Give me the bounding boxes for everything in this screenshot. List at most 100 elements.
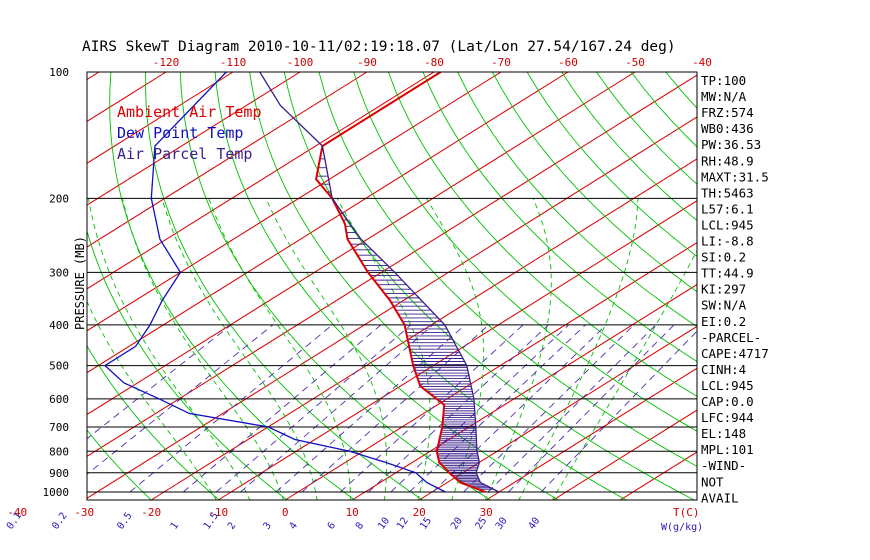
index-item: SI:0.2	[701, 250, 746, 265]
dry-adiabat	[87, 429, 152, 500]
mixing-ratio-line	[240, 324, 434, 493]
pressure-tick-label: 1000	[43, 486, 70, 499]
bottom-temp-tick-label: 10	[346, 506, 359, 519]
mixing-ratio-tick-label: 3	[261, 520, 273, 531]
legend-entry-2: Air Parcel Temp	[117, 145, 252, 163]
index-item: LCL:945	[701, 378, 754, 393]
bottom-temp-tick-label: 30	[480, 506, 493, 519]
dry-adiabat	[387, 72, 697, 397]
index-item: FRZ:574	[701, 105, 754, 120]
isotherm	[87, 72, 301, 206]
mixing-ratio-line	[87, 324, 232, 440]
top-temp-tick-label: -70	[491, 56, 511, 69]
index-item: CAP:0.0	[701, 394, 754, 409]
mixing-ratio-tick-label: 10	[376, 516, 392, 532]
top-temp-tick-label: -100	[287, 56, 314, 69]
index-item: LFC:944	[701, 410, 754, 425]
dry-adiabat	[283, 72, 695, 500]
mixing-ratio-tick-label: 2	[226, 520, 238, 531]
pressure-tick-label: 200	[49, 192, 69, 205]
dry-adiabat	[492, 72, 697, 293]
index-item: TH:5463	[701, 185, 754, 200]
mixing-ratio-tick-label: 12	[395, 516, 411, 532]
moist-adiabat	[161, 198, 318, 500]
mixing-ratio-tick-label: 6	[326, 520, 338, 531]
isotherm	[87, 72, 368, 248]
index-item: LI:-8.8	[701, 234, 754, 249]
index-item: SW:N/A	[701, 298, 747, 313]
index-item: KI:297	[701, 282, 746, 297]
mixing-ratio-line	[390, 324, 569, 493]
pressure-tick-label: 400	[49, 319, 69, 332]
mixing-ratio-line	[487, 324, 657, 493]
mixing-ratio-tick-label: 8	[354, 520, 366, 531]
dry-adiabat	[249, 72, 628, 500]
mixing-ratio-line	[540, 330, 697, 493]
moist-adiabat	[551, 249, 697, 500]
index-item: RH:48.9	[701, 153, 754, 168]
isotherm	[552, 409, 697, 500]
bottom-temp-tick-label: 0	[282, 506, 289, 519]
dry-adiabat	[526, 72, 697, 257]
mixing-ratio-tick-label: 0.5	[115, 511, 134, 532]
top-temp-tick-label: -50	[625, 56, 645, 69]
moist-adiabat	[122, 198, 284, 500]
index-item: MAXT:31.5	[701, 169, 769, 184]
top-temp-tick-label: -80	[424, 56, 444, 69]
series-line-0	[315, 72, 486, 493]
index-item: MW:N/A	[701, 89, 747, 104]
stability-indices: TP:100MW:N/AFRZ:574WB0:436PW:36.53RH:48.…	[701, 73, 769, 505]
dry-adiabat	[805, 72, 870, 501]
index-item: AVAIL	[701, 490, 739, 505]
series-line-1	[103, 72, 446, 493]
mixing-ratio-line	[215, 324, 412, 493]
isotherm	[0, 72, 32, 500]
bottom-temp-tick-label: -20	[141, 506, 161, 519]
y-axis-label: PRESSURE (MB)	[73, 236, 87, 330]
index-item: CINH:4	[701, 362, 746, 377]
mixing-ratio-line	[129, 324, 333, 493]
index-item: NOT	[701, 474, 724, 489]
pressure-tick-label: 300	[49, 266, 69, 279]
index-item: WB0:436	[701, 121, 754, 136]
dry-adiabat	[422, 72, 697, 363]
bottom-temp-tick-label: 20	[413, 506, 426, 519]
index-item: EL:148	[701, 426, 746, 441]
top-temp-tick-label: -90	[357, 56, 377, 69]
index-item: LCL:945	[701, 217, 754, 232]
moist-adiabat	[426, 198, 485, 500]
dry-adiabat	[0, 72, 16, 501]
moist-adiabat	[87, 300, 217, 500]
moist-adiabat	[336, 198, 431, 500]
isotherm	[87, 72, 234, 164]
mixing-ratio-tick-label: 20	[449, 516, 465, 532]
isotherm	[87, 72, 636, 416]
isotherm	[418, 325, 697, 500]
pressure-tick-label: 800	[49, 445, 69, 458]
mixing-ratio-line	[508, 324, 675, 493]
index-item: EI:0.2	[701, 314, 746, 329]
pressure-tick-label: 600	[49, 393, 69, 406]
moist-adiabat	[208, 198, 352, 500]
index-item: MPL:101	[701, 442, 754, 457]
series-layer	[103, 72, 500, 493]
isotherm	[351, 283, 697, 500]
index-item: PW:36.53	[701, 137, 761, 152]
index-item: TT:44.9	[701, 266, 754, 281]
pressure-tick-label: 900	[49, 467, 69, 480]
isotherm	[485, 367, 697, 500]
isotherm	[284, 242, 697, 500]
legend-entry-0: Ambient Air Temp	[117, 103, 262, 121]
dry-adiabat	[87, 229, 288, 500]
top-temp-tick-label: -110	[220, 56, 247, 69]
mixing-ratio-line	[182, 324, 382, 493]
bottom-temp-tick-label: -10	[208, 506, 228, 519]
background-grid	[0, 72, 870, 501]
bottom-temp-tick-label: -30	[74, 506, 94, 519]
pressure-tick-label: 100	[49, 66, 69, 79]
isotherm	[87, 72, 569, 374]
index-item: CAPE:4717	[701, 346, 769, 361]
index-item: -WIND-	[701, 458, 746, 473]
top-temp-tick-label: -60	[558, 56, 578, 69]
